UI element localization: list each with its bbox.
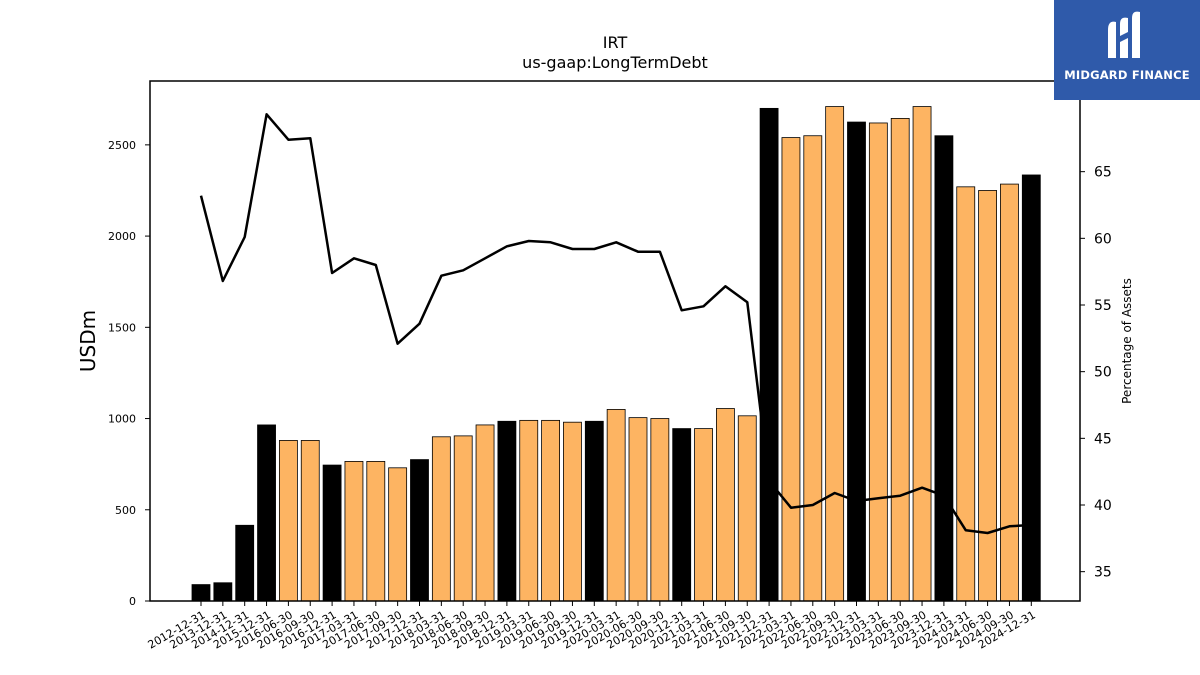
bar-2021-12-31 <box>759 107 779 602</box>
chart-subtitle: us-gaap:LongTermDebt <box>522 53 708 72</box>
y2-tick-label: 45 <box>1094 431 1112 447</box>
y-tick-label: 1500 <box>108 321 136 334</box>
bar-2024-03-31 <box>956 186 976 602</box>
bar-2023-03-31 <box>868 122 888 602</box>
bar-2024-06-30 <box>978 190 997 602</box>
y-axis-left: 0 500 1000 1500 2000 2500 <box>108 139 150 608</box>
y2-tick-label: 55 <box>1094 298 1112 314</box>
bar-2020-09-30 <box>650 418 670 602</box>
bar-2023-12-31 <box>934 135 954 602</box>
bar-2012-12-31 <box>191 584 211 602</box>
y2-tick-label: 60 <box>1094 231 1112 247</box>
y-tick-label: 1000 <box>108 413 136 426</box>
bar-2019-09-30 <box>563 421 582 602</box>
bar-2019-03-31 <box>519 419 539 602</box>
y2-tick-label: 35 <box>1094 565 1112 581</box>
bar-2017-06-30 <box>366 461 386 602</box>
bar-2021-03-31 <box>694 428 713 602</box>
y2-tick-label: 65 <box>1094 165 1112 181</box>
bar-2021-09-30 <box>737 415 757 602</box>
bar-2015-12-31 <box>257 424 276 602</box>
bar-2018-06-30 <box>453 435 473 602</box>
bar-2014-12-31 <box>235 524 255 602</box>
bar-2020-06-30 <box>628 417 648 602</box>
x-axis: 2012-12-312013-12-312014-12-312015-12-31… <box>146 601 1038 652</box>
bar-2022-12-31 <box>847 121 866 602</box>
y2-tick-label: 40 <box>1094 498 1112 514</box>
bar-2018-09-30 <box>475 424 495 602</box>
bar-2016-12-31 <box>322 464 342 602</box>
bar-2013-12-31 <box>213 582 233 602</box>
midgard-logo-icon <box>1108 11 1140 59</box>
bar-2016-09-30 <box>300 440 320 602</box>
bar-2023-06-30 <box>890 118 910 602</box>
bar-2023-09-30 <box>912 106 932 602</box>
logo-text: MIDGARD FINANCE <box>1064 68 1190 82</box>
bar-2022-09-30 <box>825 106 845 602</box>
bar-2019-12-31 <box>584 420 604 602</box>
y2-tick-label: 50 <box>1094 365 1112 381</box>
bar-2016-06-30 <box>278 440 298 602</box>
plot-frame <box>149 80 1081 602</box>
bar-2017-03-31 <box>344 461 364 602</box>
bar-2020-12-31 <box>672 428 692 602</box>
bar-2018-12-31 <box>497 420 517 602</box>
midgard-finance-logo: MIDGARD FINANCE <box>1054 0 1200 100</box>
bar-2022-06-30 <box>803 135 823 602</box>
bars-layer <box>191 106 1041 602</box>
y-tick-label: 500 <box>115 504 136 517</box>
y-axis-label: USDm <box>76 310 100 372</box>
y-tick-label: 2000 <box>108 230 136 243</box>
bar-2017-09-30 <box>388 467 408 602</box>
bar-2018-03-31 <box>431 436 451 602</box>
y-tick-label: 2500 <box>108 139 136 152</box>
chart-title: IRT <box>603 33 628 52</box>
bar-2024-12-31 <box>1021 174 1041 602</box>
bar-2024-09-30 <box>1000 183 1019 602</box>
bar-2022-03-31 <box>781 137 801 602</box>
y-axis-right: 35 40 45 50 55 60 65 <box>1080 165 1112 581</box>
percentage-line <box>199 113 1032 535</box>
y-tick-label: 0 <box>129 595 136 608</box>
bar-2020-03-31 <box>606 409 626 602</box>
y2-axis-label: Percentage of Assets <box>1120 278 1134 404</box>
line-layer <box>199 113 1032 535</box>
bar-2021-06-30 <box>716 408 735 602</box>
bar-2019-06-30 <box>541 419 560 602</box>
bar-2017-12-31 <box>410 459 429 602</box>
